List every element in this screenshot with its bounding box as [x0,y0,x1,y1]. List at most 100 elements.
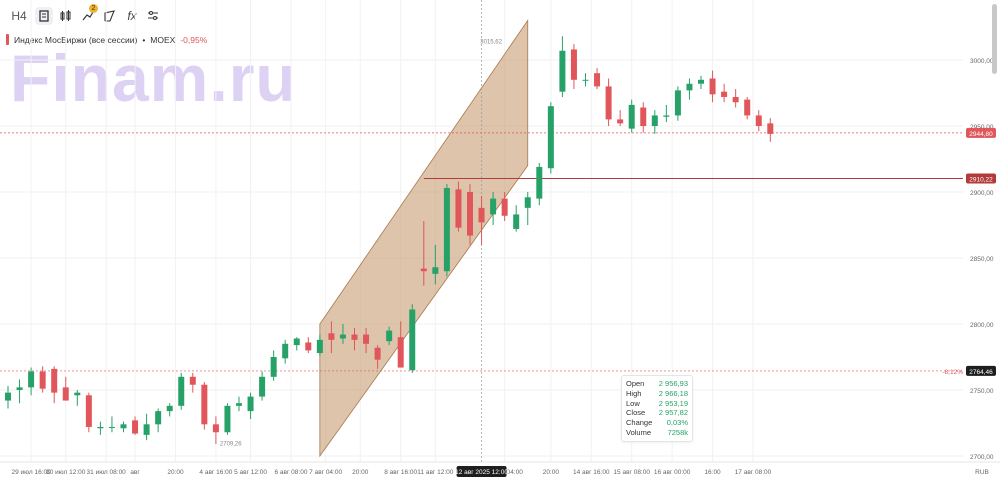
vertical-scrollbar[interactable] [992,4,997,74]
candle-body [582,79,589,81]
percent-annotation: -8,12% [942,369,963,376]
candle-body [767,123,774,134]
candle-body [536,166,543,199]
ohlc-row-change: Change 0,03% [626,418,688,428]
price-level-label: 2910,22 [969,177,993,184]
candle-body [513,214,520,229]
candle-body [201,384,208,425]
instrument-legend[interactable]: Индекс МосБиржи (все сессии) • MOEX -0,9… [6,34,207,45]
x-tick-label: 31 июл 08:00 [87,469,127,476]
settings-icon[interactable] [144,7,162,25]
x-tick-label: 6 авг 08:00 [275,469,308,476]
candle-body [339,334,346,339]
candle-body [386,330,393,342]
drawing-icon[interactable] [101,7,119,25]
candle-body [420,268,427,272]
candle-body [62,387,69,401]
candle-body [132,420,139,434]
ohlc-label: Low [626,398,640,408]
candle-body [74,392,81,396]
candle-body [5,392,11,401]
candle-body [155,411,162,425]
price-level-tag [966,365,996,376]
x-tick-label: 20:00 [167,469,184,476]
candle-body [605,86,612,120]
candle-body [236,403,242,406]
candle-body [674,90,681,116]
candle-body [524,197,531,208]
candle-body [467,192,473,236]
candle-body [501,198,508,216]
ohlc-value: 2 956,93 [658,379,688,388]
toolbar: H4 2 fx [0,0,170,32]
candle-body [443,188,450,272]
legend-separator: • [142,34,146,45]
y-tick-label: 2750,00 [970,388,994,395]
instrument-name: Индекс МосБиржи (все сессии) [14,34,138,45]
function-icon[interactable]: fx [127,9,137,23]
indicators-count-badge: 2 [89,4,98,13]
candle-body [224,405,231,433]
timeframe-button[interactable]: H4 [11,9,27,23]
candle-body [51,368,58,393]
y-tick-label: 2800,00 [970,322,994,329]
chart-type-icon[interactable] [35,7,53,25]
x-tick-label: 4 авг 16:00 [199,469,232,476]
candle-body [651,115,658,126]
instrument-change: -0,95% [180,34,208,45]
y-tick-label: 3000,00 [970,58,994,65]
price-level-tag [966,127,996,138]
ohlc-value: 2 966,18 [658,388,688,398]
x-tick-label: 16 авг 00:00 [654,469,691,476]
candle-body [721,91,728,97]
ohlc-value: 2 953,19 [658,398,688,408]
low-annotation: 2709,26 [220,442,242,448]
candle-body [490,198,497,215]
crosshair-date-tag [456,466,507,477]
candle-body [270,357,277,377]
indicators-icon[interactable] [79,7,97,25]
candle-body [212,424,219,433]
candle-body [709,78,716,95]
price-level-label: 2764,46 [969,369,993,376]
candle-body [594,73,601,87]
candle-body [455,189,462,228]
x-tick-label: 29 июл 16:00 [11,469,51,476]
ohlc-label: High [626,388,642,398]
ohlc-value: 0,03% [666,418,688,428]
candle-body [39,371,46,389]
candle-body [328,333,335,340]
y-tick-label: 2900,00 [970,190,994,197]
instrument-ticker: MOEX [150,34,176,45]
candle-body [247,396,254,412]
crosshair-date-label: 12 авг 2025 12:00 [455,469,508,476]
ohlc-row-volume: Volume 7258k [626,428,688,438]
y-tick-label: 2950,00 [970,124,994,131]
candle-body [617,119,624,124]
x-tick-label: авг [130,469,140,476]
legend-color-marker [6,34,9,45]
candle-body [166,405,173,412]
candle-body [663,115,670,117]
candle-body [282,343,289,359]
candle-body [85,395,92,427]
ohlc-label: Open [626,379,645,388]
candle-body [640,107,647,126]
candle-body [432,267,439,274]
ohlc-value: 2 957,82 [658,408,688,418]
candle-body [559,50,566,92]
x-tick-label: 5 авг 12:00 [234,469,267,476]
ohlc-row-high: High 2 966,18 [626,389,688,399]
x-tick-label: 16:00 [704,469,721,476]
candles-icon[interactable] [57,7,75,25]
candle-body [28,371,35,388]
ohlc-label: Change [626,418,653,428]
price-level-tag [966,173,996,184]
candle-body [363,334,370,344]
candle-body [732,96,739,103]
candle-body [409,309,416,371]
ohlc-row-close: Close 2 957,82 [626,408,688,418]
candle-body [108,426,115,428]
candle-body [755,115,762,126]
